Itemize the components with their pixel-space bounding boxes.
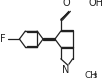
Text: CH: CH	[84, 71, 97, 80]
Text: N: N	[62, 65, 70, 75]
Text: OH: OH	[88, 0, 103, 8]
Text: F: F	[0, 34, 6, 44]
Text: O: O	[62, 0, 70, 8]
Text: 3: 3	[92, 73, 97, 79]
